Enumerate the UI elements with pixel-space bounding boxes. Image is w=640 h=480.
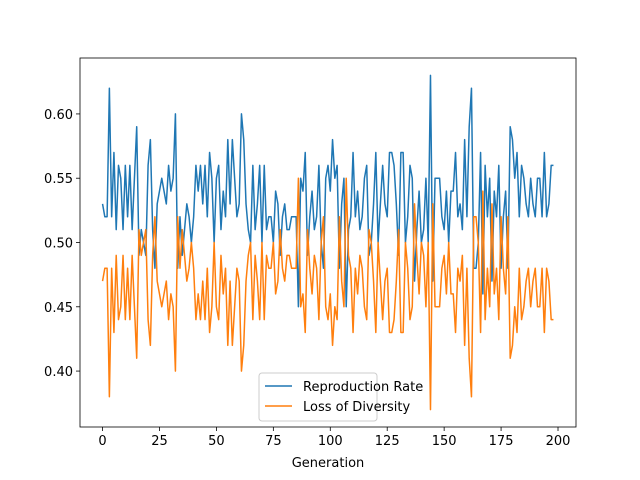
x-tick-label: 25 bbox=[151, 434, 168, 449]
legend-label: Reproduction Rate bbox=[303, 380, 423, 395]
y-tick-label: 0.55 bbox=[44, 172, 73, 187]
x-tick-label: 0 bbox=[98, 434, 106, 449]
x-tick-label: 200 bbox=[546, 434, 571, 449]
plot-frame bbox=[79, 57, 577, 428]
x-tick-label: 50 bbox=[208, 434, 225, 449]
x-tick-label: 100 bbox=[318, 434, 343, 449]
x-tick-label: 175 bbox=[489, 434, 514, 449]
x-axis-label: Generation bbox=[292, 456, 365, 471]
x-tick-label: 75 bbox=[265, 434, 282, 449]
legend-box bbox=[258, 372, 378, 422]
y-tick-label: 0.45 bbox=[44, 301, 73, 316]
x-tick-label: 150 bbox=[432, 434, 457, 449]
x-tick-label: 125 bbox=[375, 434, 400, 449]
y-tick-label: 0.60 bbox=[44, 108, 73, 123]
legend-label: Loss of Diversity bbox=[303, 400, 410, 415]
y-tick-label: 0.50 bbox=[44, 237, 73, 252]
y-tick-label: 0.40 bbox=[44, 365, 73, 380]
legend: Reproduction Rate Loss of Diversity bbox=[258, 372, 423, 422]
line-series bbox=[101, 177, 554, 411]
